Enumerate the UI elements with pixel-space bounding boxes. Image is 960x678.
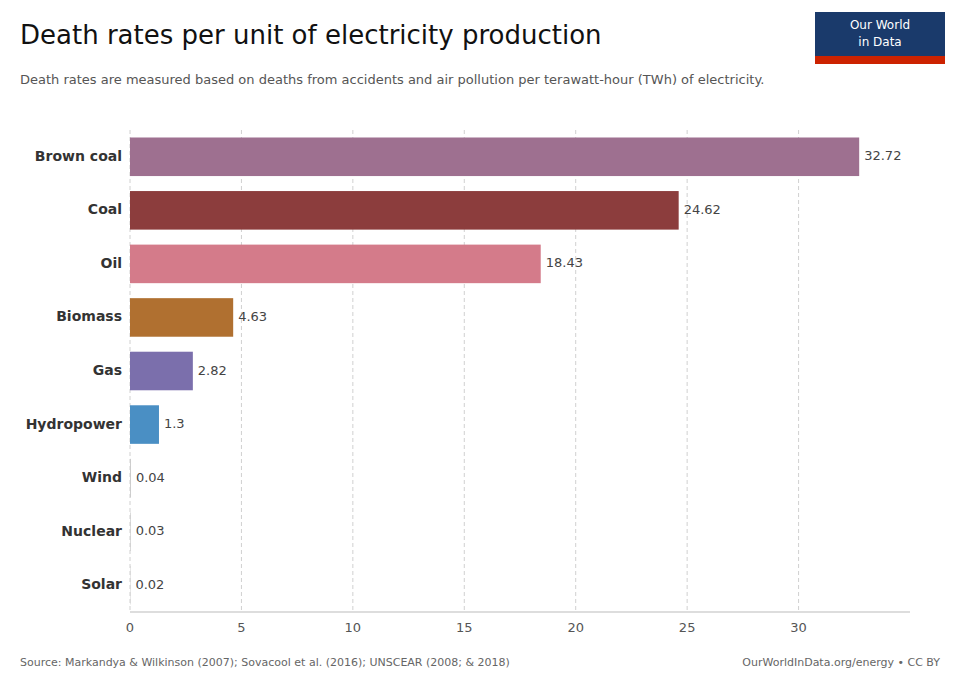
bar bbox=[130, 459, 131, 498]
bars bbox=[130, 137, 859, 604]
logo-text: in Data bbox=[858, 35, 901, 49]
source: Source: Markandya & Wilkinson (2007); So… bbox=[20, 656, 510, 669]
logo: Our World in Data bbox=[815, 12, 945, 64]
chart-container: Death rates per unit of electricity prod… bbox=[0, 0, 960, 678]
tick-label: 0 bbox=[126, 620, 134, 635]
category-label: Hydropower bbox=[26, 416, 122, 432]
bar bbox=[130, 566, 131, 605]
category-label: Gas bbox=[93, 362, 122, 378]
grid: 0 5 10 15 20 25 30 bbox=[126, 130, 807, 635]
data-label: 24.62 bbox=[684, 202, 721, 217]
data-label: 0.02 bbox=[135, 577, 164, 592]
chart-svg: Death rates per unit of electricity prod… bbox=[0, 0, 960, 678]
category-label: Wind bbox=[82, 469, 122, 485]
data-label: 4.63 bbox=[238, 309, 267, 324]
labels: Brown coal 32.72 Coal 24.62 Oil 18.43 Biomass 4… bbox=[26, 148, 902, 592]
tick-label: 10 bbox=[345, 620, 362, 635]
title: Death rates per unit of electricity prod… bbox=[20, 20, 602, 50]
logo-box bbox=[815, 12, 945, 56]
x-axis-line bbox=[130, 612, 910, 613]
bar bbox=[130, 191, 679, 230]
logo-text: Our World bbox=[850, 18, 910, 32]
background bbox=[0, 0, 960, 678]
subtitle: Death rates are measured based on deaths… bbox=[20, 72, 764, 87]
bar bbox=[130, 512, 131, 551]
tick-label: 5 bbox=[237, 620, 245, 635]
data-label: 2.82 bbox=[198, 363, 227, 378]
bar bbox=[130, 405, 159, 444]
category-label: Coal bbox=[88, 201, 122, 217]
category-label: Solar bbox=[81, 576, 122, 592]
category-label: Oil bbox=[101, 255, 123, 271]
logo-bar bbox=[815, 56, 945, 64]
bar bbox=[130, 137, 859, 176]
data-label: 0.03 bbox=[136, 523, 165, 538]
data-label: 18.43 bbox=[546, 255, 583, 270]
data-label: 1.3 bbox=[164, 416, 185, 431]
tick-label: 15 bbox=[456, 620, 473, 635]
tick-label: 30 bbox=[790, 620, 807, 635]
data-label: 0.04 bbox=[136, 470, 165, 485]
category-label: Nuclear bbox=[61, 523, 122, 539]
category-label: Biomass bbox=[56, 308, 122, 324]
credit: OurWorldInData.org/energy • CC BY bbox=[742, 656, 940, 669]
category-label: Brown coal bbox=[35, 148, 122, 164]
data-label: 32.72 bbox=[864, 148, 901, 163]
grid-line bbox=[798, 130, 799, 612]
bar bbox=[130, 352, 193, 391]
bar bbox=[130, 245, 541, 284]
tick-label: 20 bbox=[567, 620, 584, 635]
tick-label: 25 bbox=[679, 620, 696, 635]
bar bbox=[130, 298, 233, 337]
